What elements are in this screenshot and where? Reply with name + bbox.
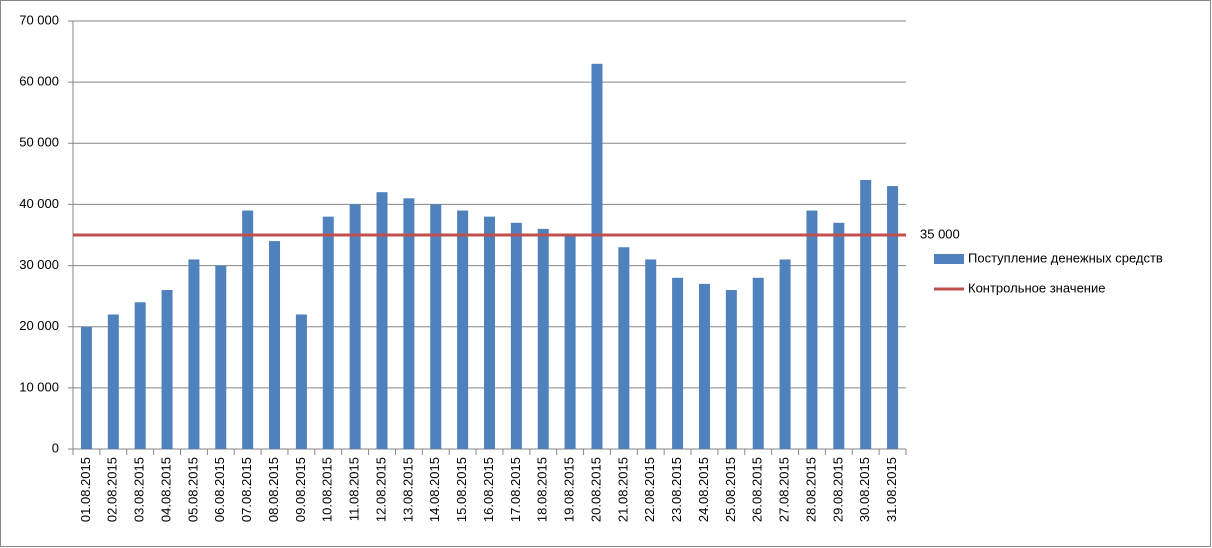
bar [887,186,899,450]
x-tick-label: 28.08.2015 [803,457,818,522]
bar [672,277,684,449]
x-tick-label: 19.08.2015 [562,457,577,522]
bar [860,179,872,449]
bar [80,326,92,449]
x-tick-label: 31.08.2015 [884,457,899,522]
bar [537,228,549,449]
bar [107,314,119,449]
x-tick-label: 02.08.2015 [105,457,120,522]
bar [752,277,764,449]
bar [269,241,281,449]
x-tick-label: 12.08.2015 [373,457,388,522]
y-tick-label: 10 000 [19,379,59,394]
bar [349,204,361,449]
x-tick-label: 05.08.2015 [185,457,200,522]
bar [484,216,495,449]
x-tick-label: 25.08.2015 [723,457,738,522]
bar [564,235,576,449]
reference-label: 35 000 [920,226,960,241]
x-tick-label: 21.08.2015 [615,457,630,522]
bar [806,210,818,449]
bar [618,247,630,449]
y-tick-label: 70 000 [19,12,59,27]
bar [457,210,469,449]
bar [188,259,200,449]
bar [510,222,522,449]
x-tick-label: 04.08.2015 [158,457,173,522]
y-tick-label: 50 000 [19,135,59,150]
x-tick-label: 01.08.2015 [78,457,93,522]
x-tick-label: 20.08.2015 [588,457,603,522]
y-tick-label: 20 000 [19,318,59,333]
x-tick-label: 30.08.2015 [857,457,872,522]
x-tick-label: 07.08.2015 [239,457,254,522]
y-tick-label: 30 000 [19,257,59,272]
x-tick-label: 10.08.2015 [320,457,335,522]
bar [591,63,603,450]
x-tick-label: 27.08.2015 [777,457,792,522]
x-tick-label: 08.08.2015 [266,457,281,522]
x-tick-label: 03.08.2015 [132,457,147,522]
legend-swatch [934,254,964,264]
bar [295,314,307,449]
x-tick-label: 24.08.2015 [696,457,711,522]
x-tick-label: 11.08.2015 [347,457,362,521]
bar [215,265,227,449]
x-tick-label: 23.08.2015 [669,457,684,522]
x-tick-label: 16.08.2015 [481,457,496,522]
x-tick-label: 18.08.2015 [535,457,550,522]
bar [242,210,254,449]
bar [403,198,415,449]
legend-label: Контрольное значение [968,280,1105,295]
bar [376,192,388,449]
bar [725,290,737,449]
bar [134,302,146,449]
x-tick-label: 14.08.2015 [427,457,442,522]
x-tick-label: 22.08.2015 [642,457,657,522]
bar [322,216,334,449]
bar [645,259,657,449]
x-tick-label: 17.08.2015 [508,457,523,522]
bar [779,259,791,449]
y-tick-label: 60 000 [19,74,59,89]
legend-label: Поступление денежных средств [968,250,1163,265]
x-tick-label: 09.08.2015 [293,457,308,522]
bar [833,222,845,449]
bar [161,290,173,449]
x-tick-label: 13.08.2015 [400,457,415,522]
x-tick-label: 26.08.2015 [750,457,765,522]
bar [430,204,442,449]
y-tick-label: 0 [52,440,59,455]
y-tick-label: 40 000 [19,196,59,211]
bar [698,283,710,449]
x-tick-label: 15.08.2015 [454,457,469,522]
x-tick-label: 29.08.2015 [830,457,845,522]
x-tick-label: 06.08.2015 [212,457,227,522]
